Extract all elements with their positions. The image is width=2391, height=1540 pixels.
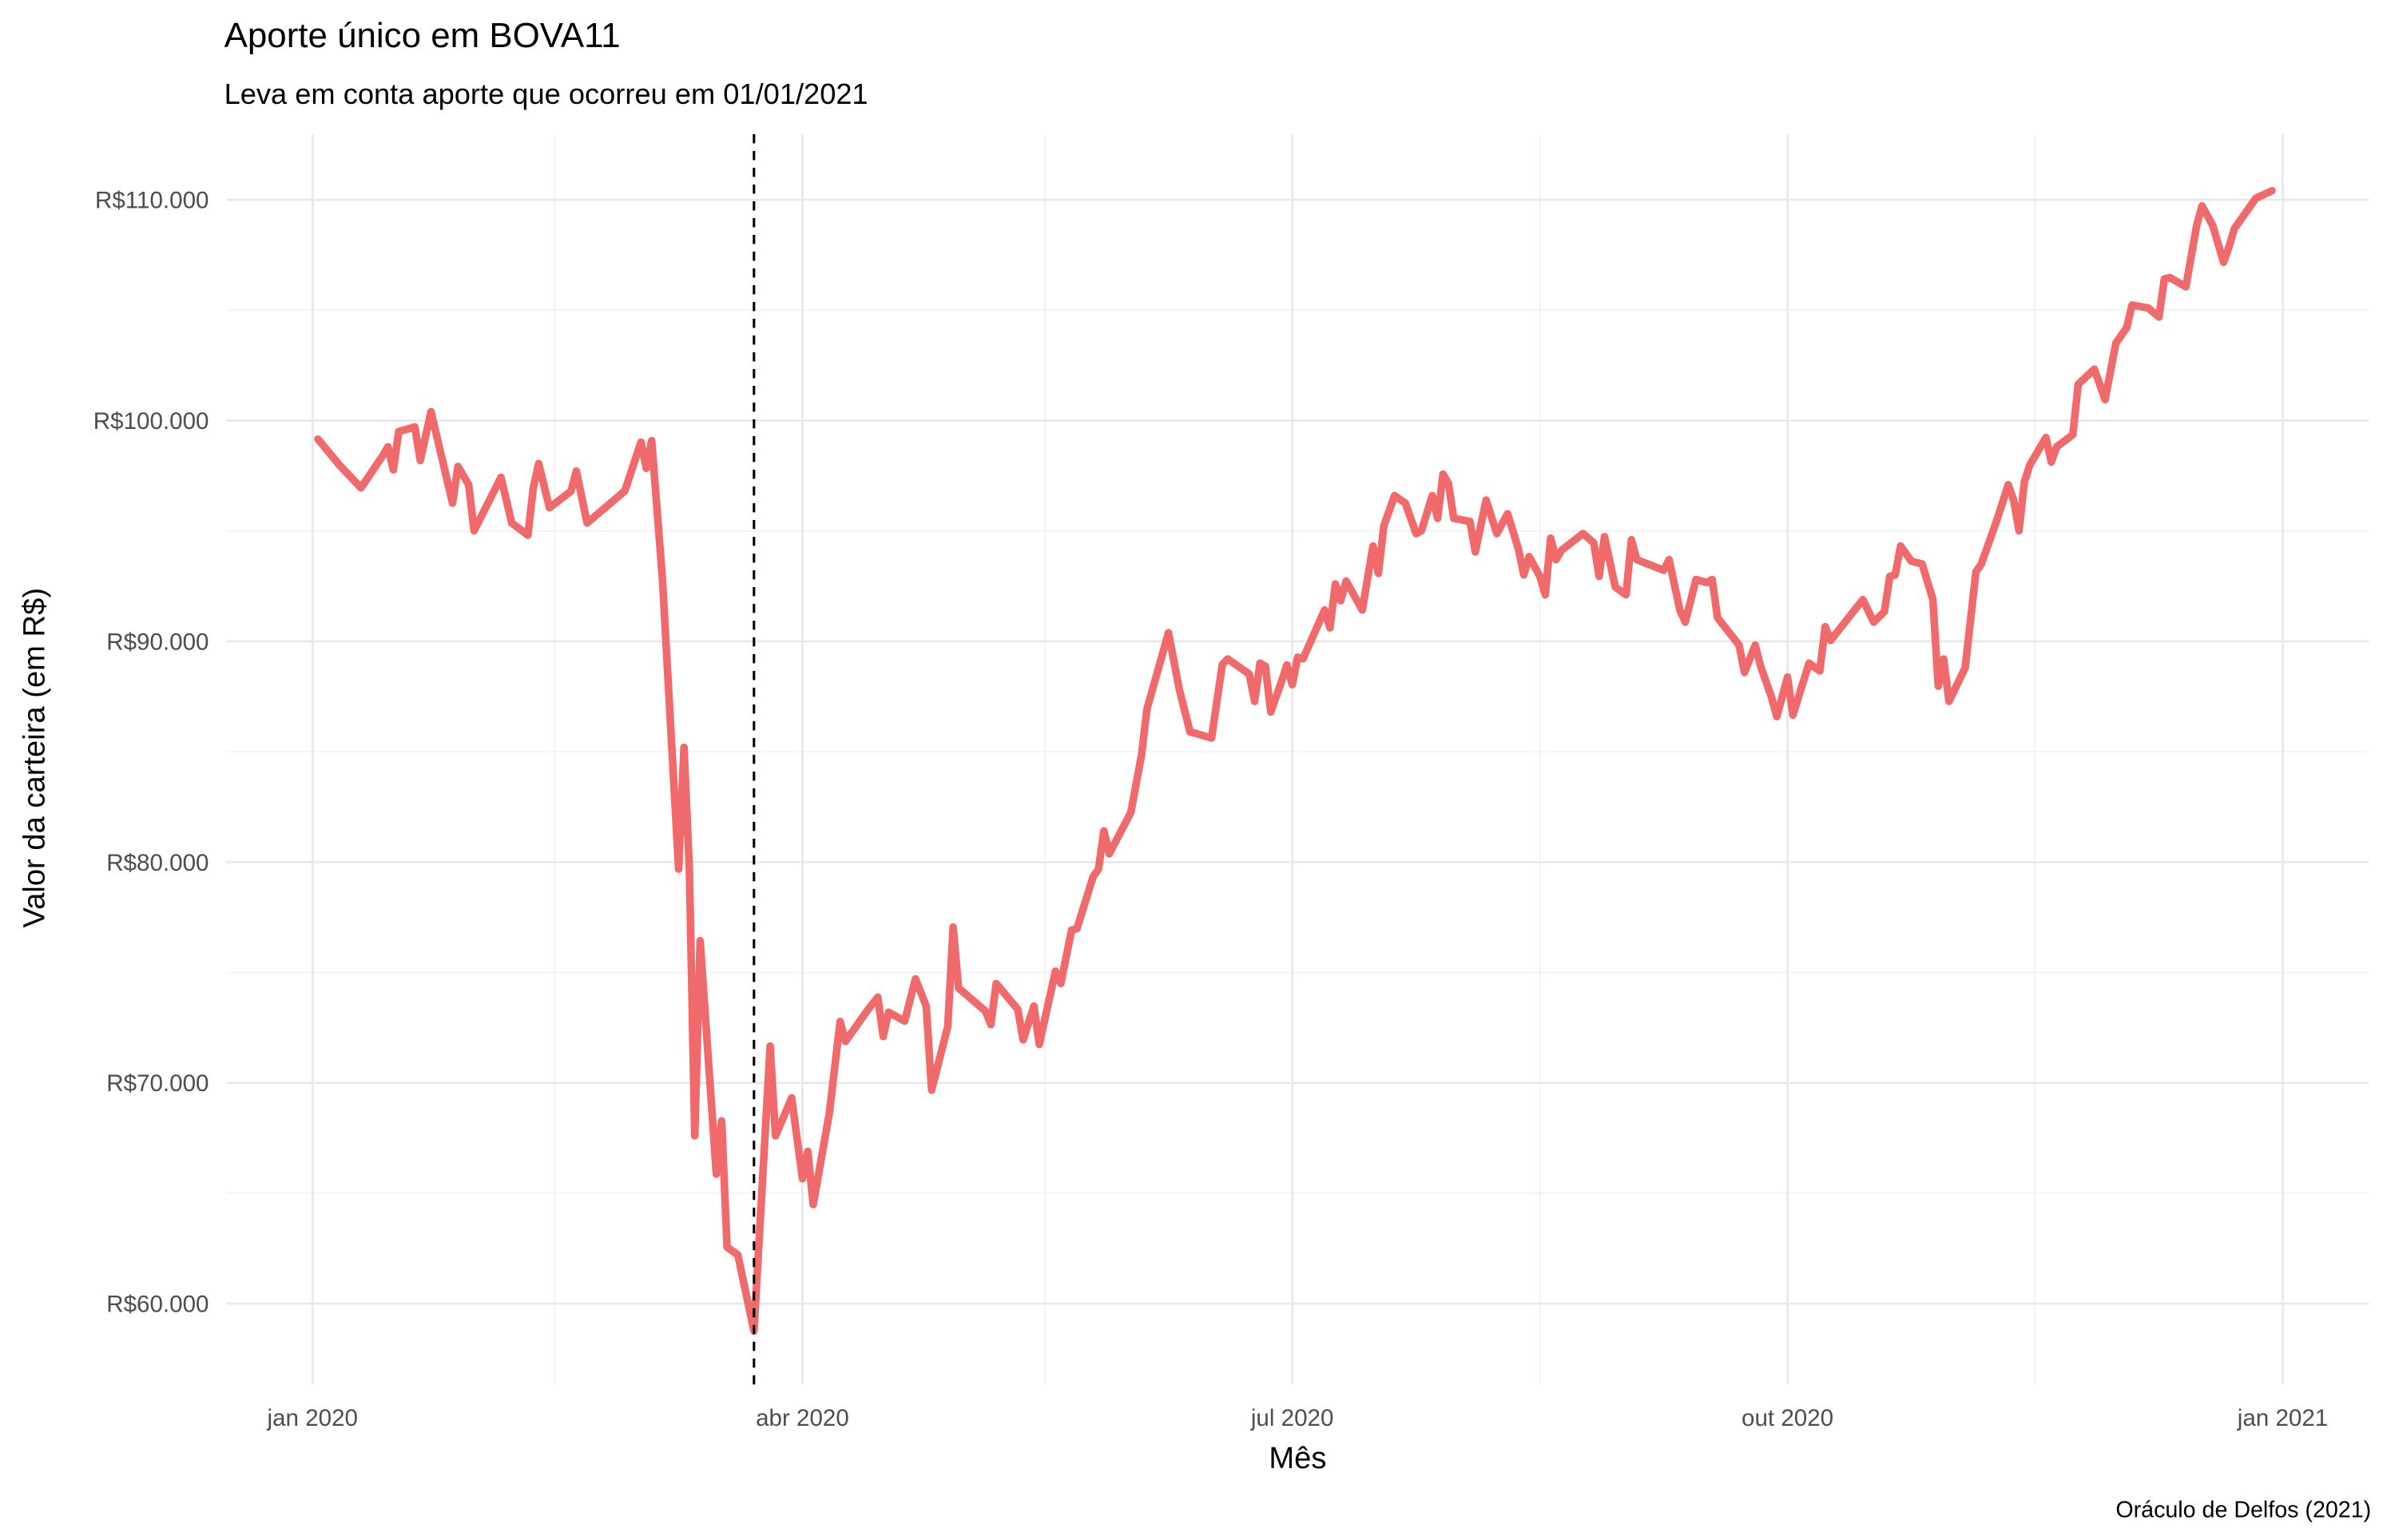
x-tick-label: jan 2020 — [267, 1405, 358, 1431]
y-tick-label: R$90.000 — [106, 629, 209, 655]
y-tick-label: R$80.000 — [106, 850, 209, 876]
x-tick-label: jul 2020 — [1250, 1405, 1334, 1431]
x-tick-label: jan 2021 — [2237, 1405, 2329, 1431]
x-tick-label: abr 2020 — [756, 1405, 849, 1431]
chart-subtitle: Leva em conta aporte que ocorreu em 01/0… — [224, 77, 868, 110]
y-tick-label: R$110.000 — [95, 188, 209, 214]
line — [314, 187, 2276, 1336]
x-axis-title: Mês — [1269, 1441, 1326, 1475]
caption: Oráculo de Delfos (2021) — [2115, 1497, 2371, 1522]
x-tick-label: out 2020 — [1742, 1405, 1833, 1431]
chart-title: Aporte único em BOVA11 — [224, 16, 621, 55]
y-tick-label: R$70.000 — [106, 1070, 209, 1097]
y-axis-title: Valor da carteira (em R$) — [17, 588, 51, 928]
y-tick-label: R$60.000 — [106, 1292, 209, 1318]
y-tick-label: R$100.000 — [93, 408, 209, 435]
